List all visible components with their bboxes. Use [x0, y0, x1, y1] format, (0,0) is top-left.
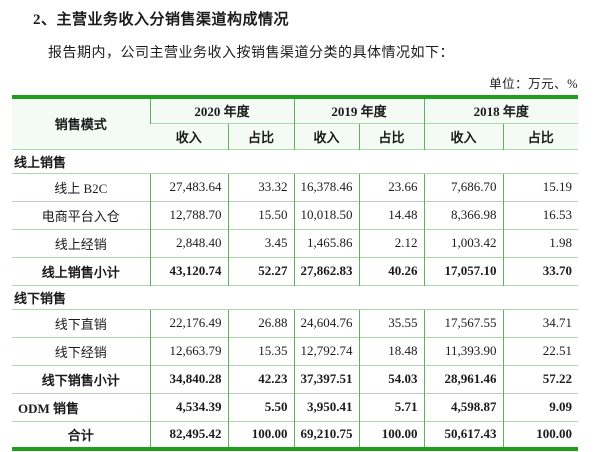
income-2018-cell: 8,366.98 [423, 200, 504, 229]
row-label: 合计 [12, 420, 150, 449]
table-row-online-b2c: 线上 B2C 27,483.64 33.32 16,378.46 23.66 7… [12, 172, 579, 201]
share-2020-cell: 26.88 [227, 308, 295, 337]
header-share-2018: 占比 [502, 122, 579, 149]
share-2019-cell: 18.48 [358, 336, 425, 365]
income-2018-cell: 17,567.55 [423, 308, 504, 337]
income-2019-cell: 27,862.83 [293, 256, 360, 285]
share-2019-cell: 14.48 [358, 200, 425, 229]
share-2020-cell: 15.35 [227, 336, 295, 365]
share-2018-cell: 57.22 [502, 364, 579, 393]
page-title: 2、主营业务收入分销售渠道构成情况 [33, 12, 290, 28]
share-2019-cell: 40.26 [358, 256, 425, 285]
income-2018-cell: 17,057.10 [423, 256, 504, 285]
header-income-2018: 收入 [423, 122, 504, 149]
share-2020-cell: 5.50 [227, 392, 295, 421]
income-2020-cell: 22,176.49 [149, 308, 228, 337]
header-share-2020: 占比 [227, 122, 295, 149]
income-2020-cell: 12,788.70 [149, 200, 228, 229]
share-2020-cell: 3.45 [227, 228, 295, 257]
header-row-metrics: 收入 占比 收入 占比 收入 占比 [12, 122, 579, 149]
income-2018-cell: 7,686.70 [423, 172, 504, 201]
section-row-online: 线上销售 [12, 148, 579, 173]
income-2020-cell: 27,483.64 [149, 172, 228, 201]
income-2020-cell: 4,534.39 [149, 392, 228, 421]
section-row-offline: 线下销售 [12, 284, 579, 309]
row-label: 线上经销 [12, 228, 150, 257]
share-2018-cell: 100.00 [502, 420, 579, 449]
income-2019-cell: 1,465.86 [293, 228, 360, 257]
table-row-odm: ODM 销售 4,534.39 5.50 3,950.41 5.71 4,598… [12, 392, 579, 421]
header-sales-mode: 销售模式 [12, 97, 150, 149]
income-2019-cell: 12,792.74 [293, 336, 360, 365]
unit-note: 单位：万元、% [489, 77, 578, 91]
table-row-offline-distribution: 线下经销 12,663.79 15.35 12,792.74 18.48 11,… [12, 336, 579, 365]
income-2020-cell: 2,848.40 [149, 228, 228, 257]
income-2020-cell: 12,663.79 [149, 336, 228, 365]
intro-paragraph: 报告期内，公司主营业务收入按销售渠道分类的具体情况如下： [48, 46, 454, 61]
share-2019-cell: 54.03 [358, 364, 425, 393]
share-2019-cell: 100.00 [358, 420, 425, 449]
share-2020-cell: 100.00 [227, 420, 295, 449]
table-row-online-subtotal: 线上销售小计 43,120.74 52.27 27,862.83 40.26 1… [12, 256, 579, 285]
income-2019-cell: 24,604.76 [293, 308, 360, 337]
row-label: 线上 B2C [12, 172, 150, 201]
share-2019-cell: 2.12 [358, 228, 425, 257]
header-income-2019: 收入 [293, 122, 360, 149]
share-2020-cell: 52.27 [227, 256, 295, 285]
row-label: 线上销售小计 [12, 256, 150, 285]
header-share-2019: 占比 [358, 122, 425, 149]
table-row-online-distribution: 线上经销 2,848.40 3.45 1,465.86 2.12 1,003.4… [12, 228, 579, 257]
income-2020-cell: 43,120.74 [149, 256, 228, 285]
row-label: 线下直销 [12, 308, 150, 337]
share-2020-cell: 15.50 [227, 200, 295, 229]
share-2019-cell: 23.66 [358, 172, 425, 201]
share-2018-cell: 34.71 [502, 308, 579, 337]
income-2018-cell: 28,961.46 [423, 364, 504, 393]
income-2018-cell: 4,598.87 [423, 392, 504, 421]
share-2019-cell: 35.55 [358, 308, 425, 337]
income-2019-cell: 3,950.41 [293, 392, 360, 421]
document-page: { "page": { "title": "2、主营业务收入分销售渠道构成情况"… [0, 8, 600, 452]
section-label: 线上销售 [12, 148, 579, 173]
header-year-2018: 2018 年度 [423, 97, 579, 123]
row-label: ODM 销售 [12, 392, 150, 421]
share-2018-cell: 15.19 [502, 172, 579, 201]
income-2018-cell: 50,617.43 [423, 420, 504, 449]
share-2020-cell: 33.32 [227, 172, 295, 201]
header-year-2020: 2020 年度 [149, 97, 295, 123]
income-2018-cell: 11,393.90 [423, 336, 504, 365]
share-2020-cell: 42.23 [227, 364, 295, 393]
table-row-offline-subtotal: 线下销售小计 34,840.28 42.23 37,397.51 54.03 2… [12, 364, 579, 393]
share-2018-cell: 33.70 [502, 256, 579, 285]
income-2019-cell: 16,378.46 [293, 172, 360, 201]
table-row-total: 合计 82,495.42 100.00 69,210.75 100.00 50,… [12, 420, 579, 449]
table-row-offline-direct: 线下直销 22,176.49 26.88 24,604.76 35.55 17,… [12, 308, 579, 337]
section-label: 线下销售 [12, 284, 579, 309]
income-2020-cell: 34,840.28 [149, 364, 228, 393]
income-2020-cell: 82,495.42 [149, 420, 228, 449]
income-2019-cell: 10,018.50 [293, 200, 360, 229]
header-year-2019: 2019 年度 [293, 97, 425, 123]
revenue-by-channel-table: 销售模式 2020 年度 2019 年度 2018 年度 收入 占比 收入 占比… [12, 95, 579, 451]
share-2018-cell: 1.98 [502, 228, 579, 257]
share-2018-cell: 9.09 [502, 392, 579, 421]
income-2019-cell: 37,397.51 [293, 364, 360, 393]
share-2018-cell: 16.53 [502, 200, 579, 229]
share-2019-cell: 5.71 [358, 392, 425, 421]
row-label: 电商平台入仓 [12, 200, 150, 229]
share-2018-cell: 22.51 [502, 336, 579, 365]
income-2018-cell: 1,003.42 [423, 228, 504, 257]
header-income-2020: 收入 [150, 122, 228, 149]
row-label: 线下销售小计 [12, 364, 150, 393]
table-row-ecommerce-warehouse: 电商平台入仓 12,788.70 15.50 10,018.50 14.48 8… [12, 200, 579, 229]
row-label: 线下经销 [12, 336, 150, 365]
header-row-years: 销售模式 2020 年度 2019 年度 2018 年度 [12, 97, 579, 149]
income-2019-cell: 69,210.75 [293, 420, 360, 449]
